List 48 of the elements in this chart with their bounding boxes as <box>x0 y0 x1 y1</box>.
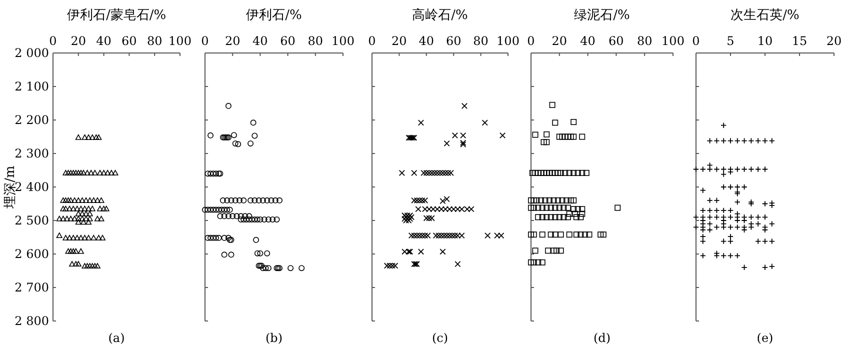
x-tick-label: 100 <box>332 34 354 48</box>
text: (d) <box>593 331 611 345</box>
x-axis-title: 绿泥石/% <box>574 8 630 23</box>
text: (c) <box>432 331 448 345</box>
y-tick-label: 2 100 <box>14 80 49 94</box>
x-tick-label: 100 <box>662 34 684 48</box>
x-axis-title: 高岭石/% <box>412 7 468 23</box>
x-tick-label: 0 <box>49 34 57 48</box>
x-tick-label: 20 <box>392 34 407 48</box>
x-tick-label: 0 <box>201 34 209 48</box>
x-tick-label: 5 <box>726 34 734 48</box>
y-tick-label: 2 500 <box>14 214 49 228</box>
y-tick-label: 2 800 <box>14 314 49 328</box>
x-tick-label: 60 <box>280 34 296 48</box>
x-tick-label: 10 <box>757 34 773 48</box>
y-tick-label: 2 300 <box>14 146 49 160</box>
x-tick-label: 20 <box>826 34 842 48</box>
x-tick-label: 20 <box>70 34 86 48</box>
x-axis-title: 次生石英/% <box>730 8 800 23</box>
x-tick-label: 80 <box>473 34 488 48</box>
x-axis-title: 伊利石/蒙皂石/% <box>66 8 166 23</box>
text: (e) <box>756 331 774 345</box>
x-tick-label: 0 <box>368 34 376 48</box>
x-tick-label: 0 <box>527 34 535 48</box>
x-tick-label: 100 <box>496 34 520 48</box>
text: (b) <box>265 331 283 345</box>
x-tick-label: 60 <box>608 34 624 48</box>
x-tick-label: 40 <box>418 34 434 48</box>
x-tick-label: 20 <box>552 34 568 48</box>
x-tick-label: 60 <box>446 34 462 48</box>
x-tick-label: 0 <box>692 34 700 48</box>
y-tick-label: 2 400 <box>14 180 49 194</box>
x-tick-label: 80 <box>636 34 652 48</box>
y-tick-label: 2 600 <box>14 247 49 261</box>
y-tick-label: 2 000 <box>14 46 49 60</box>
x-tick-label: 80 <box>308 34 324 48</box>
x-tick-label: 80 <box>146 34 162 48</box>
x-tick-label: 40 <box>96 34 112 48</box>
x-axis-title: 伊利石/% <box>246 8 302 23</box>
x-tick-label: 100 <box>168 34 192 48</box>
x-tick-label: 15 <box>792 34 808 48</box>
y-tick-label: 2 700 <box>14 280 49 294</box>
x-tick-label: 40 <box>252 34 268 48</box>
x-tick-label: 20 <box>224 34 240 48</box>
x-tick-label: 60 <box>122 34 137 48</box>
x-tick-label: 40 <box>580 34 596 48</box>
text: (a) <box>108 331 125 345</box>
y-tick-label: 2 200 <box>14 113 49 127</box>
